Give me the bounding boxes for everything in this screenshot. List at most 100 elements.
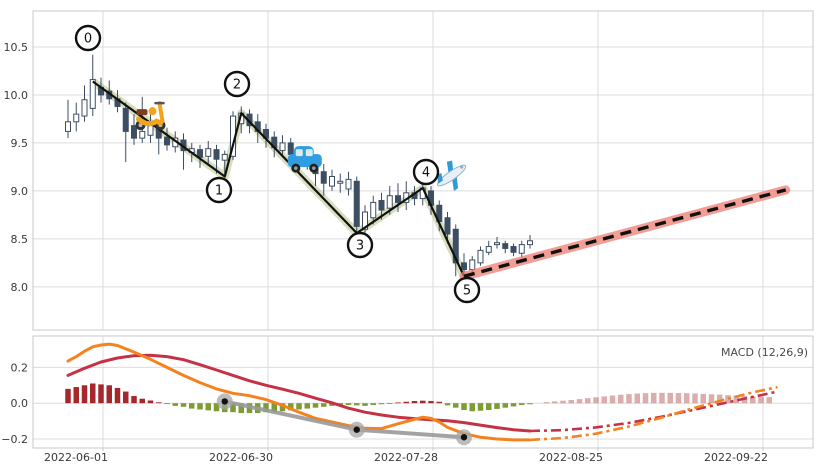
- hist-bar-negative: [519, 403, 525, 405]
- hist-bar-negative: [502, 403, 508, 408]
- hist-bar-positive: [114, 387, 121, 404]
- candle-up: [527, 235, 533, 249]
- airplane-shape: [436, 160, 467, 192]
- gridlines: [33, 11, 813, 451]
- pivot-circle: [453, 276, 481, 304]
- hist-bar-forecast: [626, 394, 632, 404]
- macd-pivot-marker: [216, 393, 233, 410]
- pivot-number: 4: [422, 166, 430, 181]
- pivot-number: 5: [463, 284, 471, 299]
- macd-line: [66, 342, 532, 442]
- hist-bar-forecast: [618, 394, 624, 404]
- hist-bar-forecast: [552, 401, 558, 404]
- hist-bar-negative: [279, 403, 286, 412]
- hist-bar-positive: [90, 383, 96, 404]
- price-ytick-label: 8.0: [11, 281, 29, 294]
- hist-bar-positive: [73, 387, 79, 404]
- pivot-number: 1: [215, 184, 223, 199]
- hist-bar-positive: [131, 396, 137, 404]
- hist-bar-forecast: [568, 399, 574, 404]
- wave-icons: [135, 101, 467, 192]
- pivot-label-2: 2: [223, 70, 251, 98]
- candle-body: [287, 142, 294, 155]
- hist-bar-forecast: [733, 395, 739, 404]
- axis-labels: 10.5 10.0 9.5 9.0 8.5 8.0 0.2 0.0 −0.2 2022-06-01…: [1, 41, 768, 464]
- hist-bar-forecast: [700, 393, 706, 404]
- candle-body: [73, 113, 80, 123]
- candle-down: [502, 240, 509, 254]
- candle-body: [164, 136, 170, 146]
- candle-body: [337, 180, 344, 184]
- hist-bar-positive: [411, 401, 418, 404]
- hist-bar-negative: [345, 403, 352, 405]
- candle-body: [395, 195, 401, 203]
- macd-indicator-label: MACD (12,26,9): [721, 346, 808, 359]
- macd-pivot-marker: [348, 421, 365, 438]
- hist-bar-forecast: [692, 393, 698, 404]
- candle-body: [221, 153, 228, 161]
- candle-down: [122, 102, 129, 163]
- candle-body: [370, 201, 377, 219]
- marker-dot: [221, 398, 228, 405]
- candle-body: [477, 249, 484, 264]
- candle-body: [279, 142, 286, 152]
- candle-down: [395, 183, 401, 212]
- hist-bar-positive: [139, 398, 145, 404]
- hist-bar-negative: [378, 403, 385, 405]
- candle-body: [131, 125, 137, 139]
- hist-bar-forecast: [667, 392, 673, 404]
- pivot-number: 3: [356, 239, 364, 254]
- hist-bar-negative: [180, 403, 187, 407]
- macd-forecast-line: [529, 385, 778, 442]
- candle-up: [329, 169, 335, 191]
- hist-bar-negative: [461, 403, 467, 411]
- hist-bar-negative: [354, 403, 360, 406]
- x-date-label: 2022-07-28: [374, 451, 438, 464]
- hist-bar-negative: [321, 403, 327, 407]
- pivot-circle: [205, 176, 233, 204]
- pivot-label-1: 1: [205, 176, 233, 204]
- hist-bar-forecast: [717, 394, 723, 404]
- hist-bar-forecast: [609, 395, 616, 404]
- pivot-circle: [412, 158, 440, 186]
- hist-bar-negative: [189, 403, 195, 409]
- macd-ytick-label: 0.0: [11, 397, 29, 410]
- hist-bar-negative: [444, 403, 451, 406]
- candle-down: [510, 243, 517, 257]
- hist-bar-forecast: [593, 397, 599, 404]
- car-icon: [287, 146, 322, 173]
- macd-histogram: [65, 383, 772, 414]
- marker-dot: [353, 426, 360, 433]
- pivot-label-4: 4: [412, 158, 440, 186]
- candle-body: [485, 246, 492, 253]
- candlesticks: [65, 54, 533, 277]
- price-ytick-label: 9.5: [11, 137, 29, 150]
- x-date-label: 2022-06-30: [209, 451, 273, 464]
- candle-up: [494, 236, 500, 249]
- hist-bar-forecast: [758, 396, 764, 404]
- candle-body: [518, 244, 525, 254]
- price-ytick-label: 8.5: [11, 233, 29, 246]
- hist-bar-positive: [403, 401, 409, 404]
- candle-body: [386, 195, 393, 209]
- candle-down: [320, 164, 327, 196]
- candle-up: [221, 150, 228, 177]
- hist-bar-negative: [312, 403, 319, 408]
- hist-bar-forecast: [576, 399, 583, 404]
- candle-up: [205, 140, 212, 165]
- candle-up: [337, 173, 344, 193]
- candle-up: [403, 181, 410, 211]
- hist-bar-forecast: [634, 393, 640, 404]
- hist-bar-negative: [370, 403, 376, 405]
- hist-bar-positive: [156, 402, 162, 404]
- candle-up: [345, 171, 352, 196]
- pivot-circle: [346, 231, 374, 259]
- candle-down: [353, 176, 360, 234]
- price-ytick-label: 10.0: [4, 89, 29, 102]
- hist-bar-forecast: [543, 402, 550, 404]
- hist-bar-positive: [98, 384, 104, 404]
- candle-body: [89, 79, 96, 109]
- hist-bar-negative: [288, 403, 294, 411]
- candle-body: [494, 242, 500, 246]
- hist-bar-positive: [420, 400, 426, 404]
